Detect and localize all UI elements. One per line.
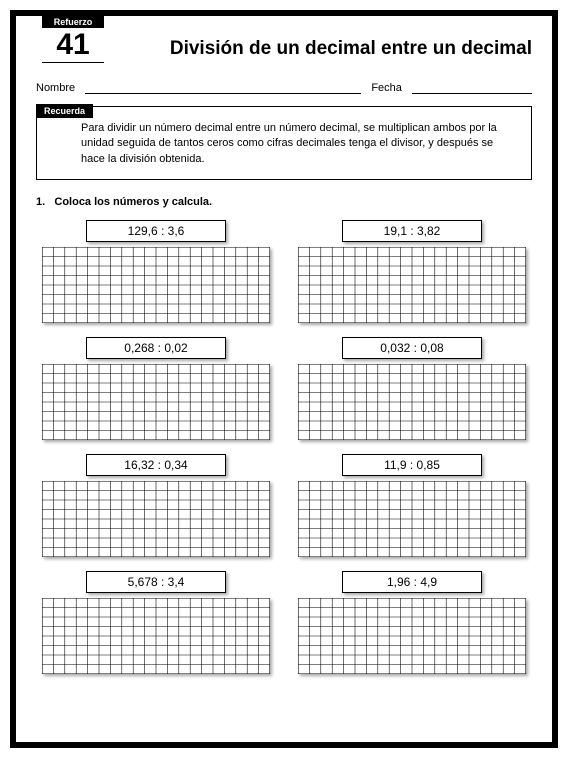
expression-box: 11,9 : 0,85 xyxy=(342,454,482,476)
recuerda-tab: Recuerda xyxy=(36,104,93,118)
calculation-grid[interactable] xyxy=(298,598,526,674)
refuerzo-tab: Refuerzo xyxy=(42,16,104,28)
expression-box: 0,268 : 0,02 xyxy=(86,337,226,359)
problem: 0,032 : 0,08 xyxy=(298,337,526,440)
expression-box: 5,678 : 3,4 xyxy=(86,571,226,593)
expression-box: 16,32 : 0,34 xyxy=(86,454,226,476)
page-title: División de un decimal entre un decimal xyxy=(170,38,532,60)
header: Refuerzo 41 División de un decimal entre… xyxy=(36,30,532,78)
recuerda-box: Para dividir un número decimal entre un … xyxy=(36,106,532,180)
problem: 129,6 : 3,6 xyxy=(42,220,270,323)
calculation-grid[interactable] xyxy=(298,364,526,440)
problem: 1,96 : 4,9 xyxy=(298,571,526,674)
name-label: Nombre xyxy=(36,82,75,94)
date-label: Fecha xyxy=(371,82,402,94)
calculation-grid[interactable] xyxy=(298,247,526,323)
calculation-grid[interactable] xyxy=(42,481,270,557)
lesson-number: 41 xyxy=(42,28,104,63)
name-date-row: Nombre Fecha xyxy=(36,82,532,94)
worksheet-frame: Refuerzo 41 División de un decimal entre… xyxy=(10,10,558,748)
recuerda-text: Para dividir un número decimal entre un … xyxy=(81,122,497,165)
problem: 0,268 : 0,02 xyxy=(42,337,270,440)
instruction-number: 1. xyxy=(36,196,45,208)
calculation-grid[interactable] xyxy=(42,364,270,440)
expression-box: 1,96 : 4,9 xyxy=(342,571,482,593)
problem: 16,32 : 0,34 xyxy=(42,454,270,557)
problem: 5,678 : 3,4 xyxy=(42,571,270,674)
problem: 11,9 : 0,85 xyxy=(298,454,526,557)
expression-box: 19,1 : 3,82 xyxy=(342,220,482,242)
calculation-grid[interactable] xyxy=(298,481,526,557)
instruction-text: Coloca los números y calcula. xyxy=(54,196,212,208)
problem: 19,1 : 3,82 xyxy=(298,220,526,323)
calculation-grid[interactable] xyxy=(42,247,270,323)
problems-grid: 129,6 : 3,6 19,1 : 3,82 0,268 : 0,02 0,032 … xyxy=(36,220,532,674)
recuerda-section: Recuerda Para dividir un número decimal … xyxy=(36,106,532,180)
expression-box: 0,032 : 0,08 xyxy=(342,337,482,359)
date-input-line[interactable] xyxy=(412,82,532,94)
name-input-line[interactable] xyxy=(85,82,361,94)
calculation-grid[interactable] xyxy=(42,598,270,674)
expression-box: 129,6 : 3,6 xyxy=(86,220,226,242)
instruction: 1. Coloca los números y calcula. xyxy=(36,196,532,208)
